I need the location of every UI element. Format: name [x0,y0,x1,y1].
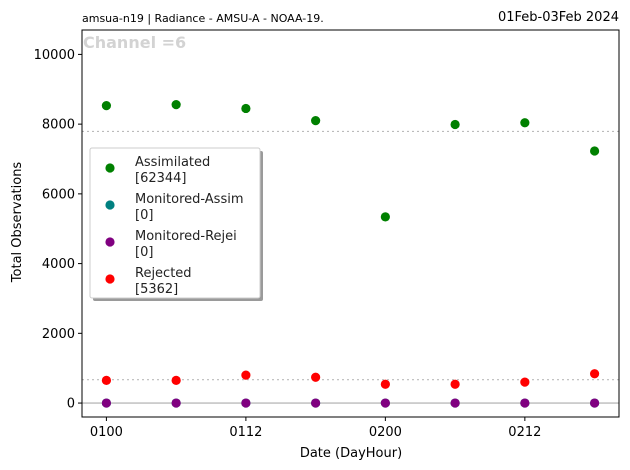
legend-label: Monitored-Rejei [135,229,237,244]
axes-frame [81,29,620,418]
plot-area: 0 2000 4000 6000 8000 10000 0100 0112 0200 0212 [34,29,620,440]
y-axis-label: Total Observations [10,162,25,284]
point-rejected-1 [171,375,181,385]
legend-count: [0] [135,245,153,260]
y-tick-label: 0 [67,397,75,412]
point-assimilated-4 [380,212,390,222]
y-tick-label: 4000 [42,257,75,272]
point-monitored-rejei-0 [101,398,112,408]
point-assimilated-1 [171,100,181,110]
point-rejected-2 [241,370,251,380]
legend-marker-monitored-assim [105,200,115,210]
legend-marker-monitored-rejei [105,237,115,247]
x-tick-label: 0200 [369,425,402,440]
header-right-title: 01Feb-03Feb 2024 [498,10,619,25]
point-rejected-6 [520,377,530,387]
point-assimilated-7 [589,146,600,156]
point-monitored-rejei-4 [380,398,390,408]
point-rejected-3 [311,372,321,382]
point-monitored-rejei-3 [311,398,321,408]
x-tick-label: 0112 [229,425,262,440]
legend-label: Assimilated [135,155,210,170]
legend-box [89,147,261,299]
header-left-title: amsua-n19 | Radiance - AMSU-A - NOAA-19. [82,12,324,25]
legend-label: Rejected [135,266,192,281]
point-assimilated-2 [241,103,251,114]
y-tick-label: 6000 [42,187,75,202]
point-monitored-rejei-5 [450,398,460,408]
y-tick-label: 10000 [34,48,75,63]
legend-count: [62344] [135,171,187,186]
point-monitored-rejei-7 [589,398,600,408]
x-tick-label: 0100 [90,425,123,440]
point-monitored-rejei-2 [241,398,251,408]
x-axis-label: Date (DayHour) [300,446,402,461]
point-assimilated-3 [311,116,321,126]
legend-marker-assimilated [105,163,115,173]
legend-label: Monitored-Assim [135,192,244,207]
point-assimilated-0 [101,101,112,111]
legend: Assimilated[62344]Monitored-Assim[0]Moni… [89,147,263,301]
x-tick-label: 0212 [508,425,541,440]
point-rejected-0 [101,375,112,385]
y-tick-label: 8000 [42,118,75,133]
point-rejected-5 [450,379,460,389]
legend-count: [5362] [135,282,178,297]
chart-title: Channel =6 [83,33,186,52]
point-assimilated-6 [520,118,530,128]
legend-marker-rejected [105,274,115,284]
point-rejected-7 [589,369,600,379]
point-rejected-4 [380,379,390,389]
legend-count: [0] [135,208,153,223]
point-monitored-rejei-1 [171,398,181,408]
y-tick-label: 2000 [42,327,75,342]
point-monitored-rejei-6 [520,398,530,408]
point-assimilated-5 [450,119,460,130]
